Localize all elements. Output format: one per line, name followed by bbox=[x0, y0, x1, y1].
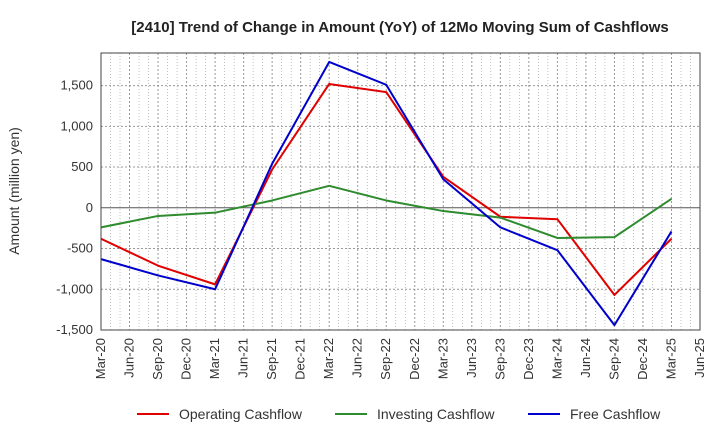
x-tick-label: Mar-25 bbox=[663, 338, 678, 379]
x-tick-label: Sep-21 bbox=[264, 338, 279, 380]
x-tick-label: Jun-20 bbox=[122, 338, 137, 378]
legend: Operating Cashflow Investing Cashflow Free… bbox=[137, 406, 661, 422]
plot-grid bbox=[101, 53, 700, 330]
chart-title: [2410] Trend of Change in Amount (YoY) o… bbox=[131, 19, 669, 36]
x-tick-label: Dec-23 bbox=[521, 338, 536, 380]
x-tick-label: Jun-24 bbox=[578, 338, 593, 378]
x-tick-label: Jun-25 bbox=[692, 338, 707, 378]
y-tick-label: 1,500 bbox=[60, 78, 93, 93]
y-tick-label: 500 bbox=[71, 159, 93, 174]
y-tick-labels: -1,500 -1,000 -500 0 500 1,000 1,500 bbox=[56, 78, 93, 337]
x-tick-label: Sep-22 bbox=[378, 338, 393, 380]
y-tick-label: -1,000 bbox=[56, 281, 93, 296]
x-tick-labels: Mar-20 Jun-20 Sep-20 Dec-20 Mar-21 Jun-21 Sep-… bbox=[93, 338, 707, 380]
legend-label: Free Cashflow bbox=[570, 406, 661, 422]
x-tick-label: Mar-24 bbox=[549, 338, 564, 379]
x-tick-label: Mar-21 bbox=[207, 338, 222, 379]
x-tick-label: Dec-20 bbox=[179, 338, 194, 380]
x-tick-label: Sep-23 bbox=[492, 338, 507, 380]
x-tick-label: Jun-23 bbox=[464, 338, 479, 378]
x-tick-label: Sep-20 bbox=[150, 338, 165, 380]
y-tick-label: -1,500 bbox=[56, 322, 93, 337]
legend-item-investing-cashflow: Investing Cashflow bbox=[335, 406, 495, 422]
plot-frame bbox=[100, 52, 701, 331]
x-tick-label: Mar-23 bbox=[435, 338, 450, 379]
legend-item-free-cashflow: Free Cashflow bbox=[528, 406, 661, 422]
operating-cashflow-line bbox=[100, 82, 673, 296]
legend-label: Operating Cashflow bbox=[179, 406, 303, 422]
x-tick-label: Dec-22 bbox=[407, 338, 422, 380]
legend-item-operating-cashflow: Operating Cashflow bbox=[137, 406, 303, 422]
free-cashflow-line bbox=[100, 60, 673, 327]
x-tick-label: Dec-24 bbox=[635, 338, 650, 380]
legend-label: Investing Cashflow bbox=[377, 406, 495, 422]
x-tick-label: Mar-22 bbox=[321, 338, 336, 379]
plot-series bbox=[100, 60, 673, 327]
y-tick-label: 0 bbox=[86, 200, 93, 215]
y-tick-label: -500 bbox=[67, 241, 93, 256]
investing-cashflow-line bbox=[100, 184, 673, 239]
x-tick-label: Dec-21 bbox=[293, 338, 308, 380]
x-tick-label: Mar-20 bbox=[93, 338, 108, 379]
x-tick-label: Jun-21 bbox=[236, 338, 251, 378]
x-tick-label: Jun-22 bbox=[350, 338, 365, 378]
y-tick-label: 1,000 bbox=[60, 118, 93, 133]
x-tick-label: Sep-24 bbox=[606, 338, 621, 380]
y-axis-label: Amount (million yen) bbox=[6, 127, 22, 255]
